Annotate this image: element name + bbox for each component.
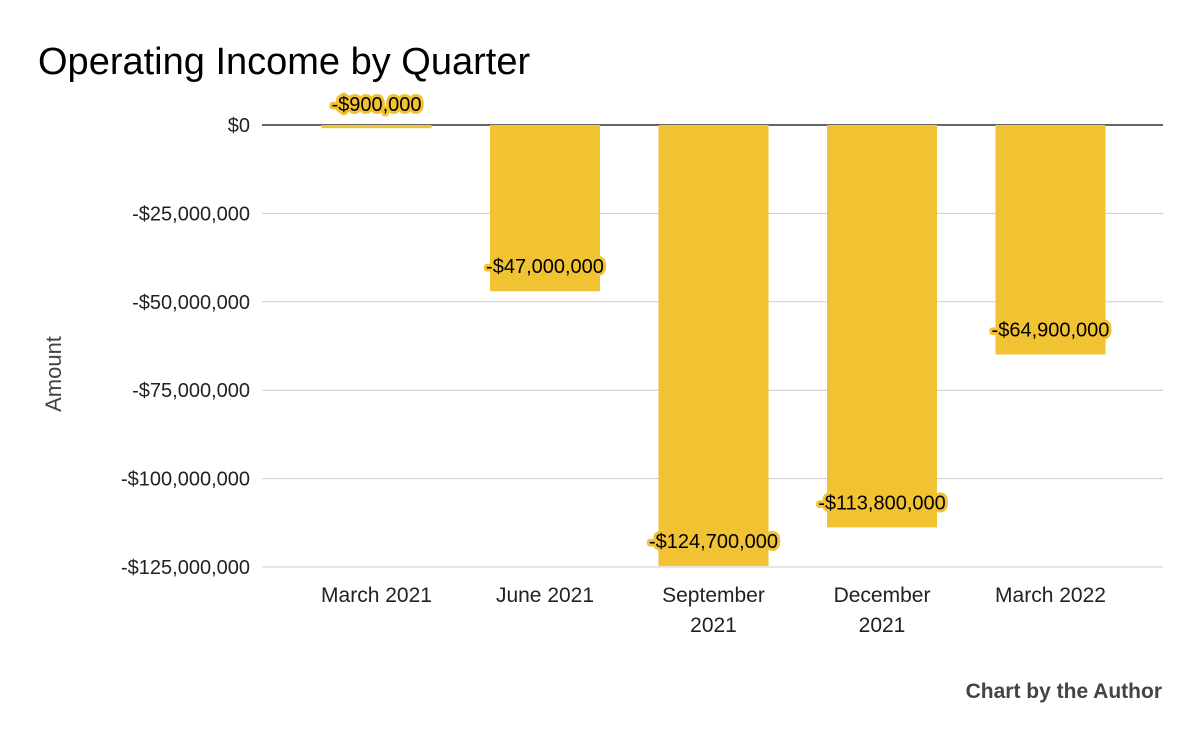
bars (321, 125, 1106, 566)
y-tick-label: $0 (228, 115, 250, 137)
x-category-line: December (834, 584, 931, 607)
data-label: -$900,000 (331, 94, 421, 116)
bar (658, 125, 769, 566)
chart-title: Operating Income by Quarter (38, 41, 530, 83)
y-tick-label: -$75,000,000 (132, 380, 250, 402)
bar (321, 125, 432, 129)
y-axis-ticks: $0 -$25,000,000 -$50,000,000 -$75,000,000 -$… (121, 115, 250, 579)
x-category-label: June 2021 (496, 584, 594, 607)
y-tick-label: -$100,000,000 (121, 469, 250, 491)
y-tick-label: -$25,000,000 (132, 203, 250, 225)
x-category-line: September (662, 584, 765, 607)
data-labels: -$900,000 -$47,000,000 -$124,700,000 -$113,… (328, 91, 1112, 556)
data-label: -$64,900,000 (992, 319, 1110, 341)
data-label: -$113,800,000 (818, 492, 946, 514)
bar (995, 125, 1106, 355)
x-category-line: March 2021 (321, 584, 432, 607)
y-tick-label: -$125,000,000 (121, 557, 250, 579)
x-category-label: September 2021 (662, 584, 765, 637)
bar (490, 125, 600, 292)
x-category-label: March 2021 (321, 584, 432, 607)
chart-credit: Chart by the Author (966, 680, 1162, 703)
y-tick-label: -$50,000,000 (132, 292, 250, 314)
bar (827, 125, 937, 528)
data-label: -$47,000,000 (486, 256, 604, 278)
x-category-line: June 2021 (496, 584, 594, 607)
x-category-line: 2021 (690, 614, 737, 637)
x-category-line: 2021 (859, 614, 906, 637)
x-axis-categories: March 2021 June 2021 September 2021December… (321, 584, 1106, 637)
y-axis-label: Amount (41, 336, 66, 412)
x-category-label: March 2022 (995, 584, 1106, 607)
data-label: -$124,700,000 (649, 531, 778, 553)
x-category-line: March 2022 (995, 584, 1106, 607)
x-category-label: December 2021 (834, 584, 931, 637)
